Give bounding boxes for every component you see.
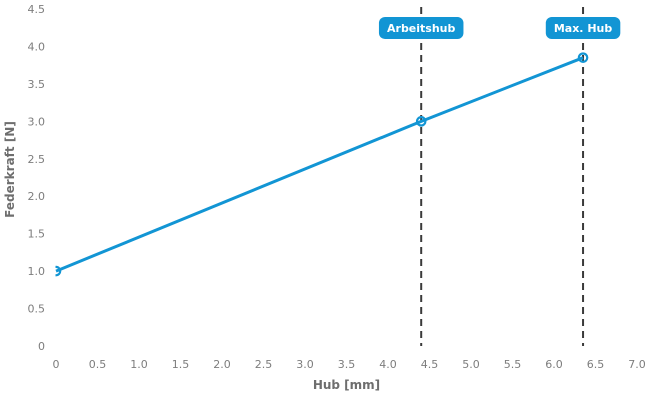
x-tick-label: 4.5 (421, 358, 439, 371)
y-tick-label: 4.5 (28, 3, 46, 16)
y-tick-label: 1.5 (28, 228, 46, 241)
x-tick-label: 0.5 (89, 358, 107, 371)
series-line (55, 56, 584, 273)
x-tick-label: 6.0 (545, 358, 563, 371)
annotation-badge-label: Max. Hub (554, 22, 613, 35)
y-tick-label: 0.5 (28, 303, 46, 316)
x-tick-label: 3.0 (296, 358, 314, 371)
data-point-marker (577, 52, 589, 63)
x-tick-label: 6.5 (587, 358, 605, 371)
y-tick-label: 0 (38, 340, 45, 353)
x-tick-label: 5.5 (504, 358, 522, 371)
x-tick-label: 3.5 (338, 358, 356, 371)
y-tick-label: 2.5 (28, 153, 46, 166)
x-tick-label: 1.0 (130, 358, 148, 371)
annotation-badge-max-hub: Max. Hub (545, 17, 621, 39)
x-tick-label: 4.0 (379, 358, 397, 371)
x-tick-label: 1.5 (172, 358, 190, 371)
data-point-marker (55, 265, 62, 277)
series-federkraft (55, 52, 589, 277)
y-tick-label: 1.0 (28, 265, 46, 278)
y-tick-label: 2.0 (28, 190, 46, 203)
y-tick-label: 4.0 (28, 40, 46, 53)
annotation-badge-background (545, 17, 621, 39)
x-tick-label: 2.0 (213, 358, 231, 371)
y-tick-label: 3.5 (28, 78, 46, 91)
annotation-badge-background (378, 17, 464, 39)
x-tick-label: 0 (53, 358, 60, 371)
x-tick-label: 7.0 (628, 358, 646, 371)
y-axis-title: Federkraft [N] (3, 121, 17, 218)
x-tick-label: 2.5 (255, 358, 273, 371)
data-point-marker (415, 116, 427, 127)
x-axis-title: Hub [mm] (313, 378, 380, 392)
x-tick-label: 5.0 (462, 358, 480, 371)
annotation-badge-label: Arbeitshub (387, 22, 456, 35)
annotation-badge-arbeitshub: Arbeitshub (378, 17, 464, 39)
y-tick-label: 3.0 (28, 115, 46, 128)
